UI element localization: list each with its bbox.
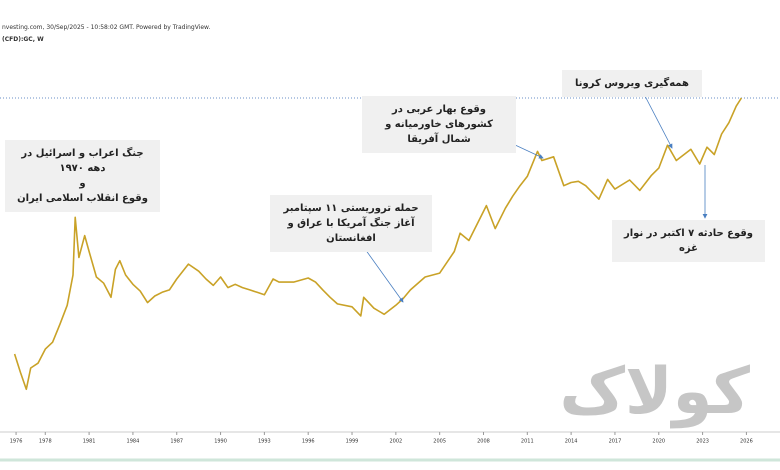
x-tick-label: 2026 [740,439,753,445]
x-tick-label: 2014 [565,439,578,445]
annotation-arrow [644,95,673,149]
watermark: کولاک [559,355,750,429]
source: nvesting.com, 30/Sep/2025 - 10:58:02 GMT… [2,24,211,31]
annotation-line: آغاز جنگ آمریکا با عراق و افغانستان [287,218,415,244]
x-tick-label: 2020 [652,439,665,445]
x-tick-label: 1976 [10,439,23,445]
price-line [13,97,743,391]
annotation-line: شمال آفریقا [407,134,471,145]
x-tick-label: 1987 [170,439,183,445]
annotation: جنگ اعراب و اسرائیل در دهه ۱۹۷۰ و وقوع انق… [5,140,160,212]
x-tick-label: 1996 [302,439,315,445]
x-tick-label: 1990 [214,439,227,445]
annotation-line: وقوع حادثه ۷ اکتبر در نوار غزه [623,228,754,254]
x-tick-label: 2011 [521,439,534,445]
annotation-line: جنگ اعراب و اسرائیل در دهه ۱۹۷۰ [21,148,144,174]
x-tick-label: 2002 [389,439,402,445]
annotation: همه‌گیری ویروس کرونا [562,70,702,97]
x-tick-label: 1999 [346,439,359,445]
x-tick-label: 1984 [127,439,140,445]
annotation-line: وقوع انقلاب اسلامی ایران [17,193,148,204]
x-tick-label: 1978 [39,439,52,445]
annotation: حمله تروریستی ۱۱ سپتامبر آغاز جنگ آمریکا … [270,195,432,252]
x-tick-label: 2017 [609,439,622,445]
x-tick-label: 1993 [258,439,271,445]
annotation-line: وقوع بهار عربی در کشورهای خاورمیانه و [385,104,493,130]
x-tick-label: 2023 [696,439,709,445]
annotation-line: همه‌گیری ویروس کرونا [575,78,689,89]
annotation-line: و [79,178,86,189]
x-tick-label: 2005 [433,439,446,445]
annotation-line: حمله تروریستی ۱۱ سپتامبر [283,203,419,214]
annotation: وقوع بهار عربی در کشورهای خاورمیانه و شما… [362,96,516,153]
symbol: (CFD):GC, W [2,36,44,43]
annotation: وقوع حادثه ۷ اکتبر در نوار غزه [612,220,765,262]
x-tick-label: 1981 [83,439,96,445]
x-tick-label: 2008 [477,439,490,445]
